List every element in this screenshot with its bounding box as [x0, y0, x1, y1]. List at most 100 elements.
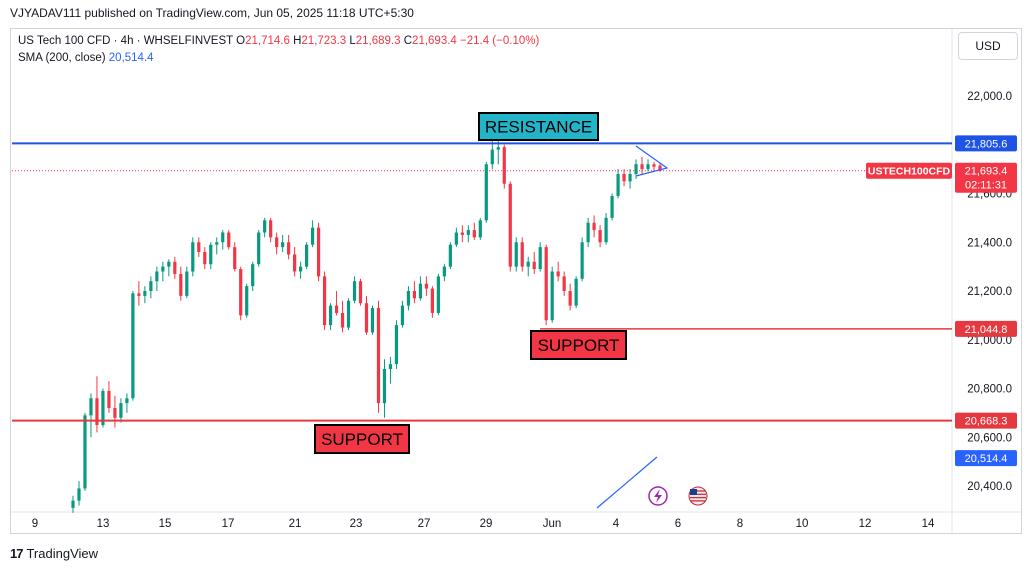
annotation-label: RESISTANCE	[485, 118, 592, 137]
sma-price-label: 20,514.4	[965, 453, 1008, 465]
candle-body	[376, 308, 381, 404]
candle-body	[119, 403, 123, 418]
level-price-tag	[955, 135, 1017, 152]
candle-body	[616, 174, 620, 196]
annotation-box	[478, 112, 599, 141]
candle-body	[496, 147, 500, 150]
candle-body	[640, 164, 644, 170]
candle-body	[628, 174, 632, 182]
candle-body	[340, 312, 345, 328]
candle-body	[83, 415, 87, 489]
candle-body	[562, 276, 566, 291]
annotation-label: SUPPORT	[538, 336, 620, 355]
candle-body	[544, 247, 548, 321]
candle-body	[185, 271, 189, 296]
candle-body	[281, 242, 285, 248]
candle-body	[424, 283, 428, 289]
candle-body	[227, 232, 231, 248]
y-tick-label: 20,800.0	[967, 384, 1012, 396]
symbol-name[interactable]: US Tech 100 CFD · 4h · WHSELFINVEST	[18, 35, 233, 47]
candle-body	[400, 305, 405, 326]
tradingview-brand: TradingView	[26, 546, 99, 561]
candle-body	[77, 488, 81, 501]
candle-body	[137, 293, 141, 296]
candle-body	[412, 291, 417, 299]
candle-body	[310, 227, 315, 245]
candle-body	[604, 217, 608, 243]
x-tick-label: 21	[289, 518, 302, 530]
level-price-label: 21,044.8	[965, 324, 1008, 336]
ohlc-open-label: O	[236, 35, 246, 47]
candle-body	[592, 222, 596, 231]
candle-body	[322, 276, 327, 326]
candle-body	[502, 147, 506, 184]
publisher-line: VJYADAV111 published on TradingView.com,…	[10, 6, 414, 20]
candle-body	[580, 242, 584, 279]
ohlc-low: 21,689.3	[355, 35, 401, 47]
ohlc-high-label: H	[293, 35, 302, 47]
candle-body	[245, 286, 249, 316]
y-tick-label: 22,000.0	[967, 91, 1012, 103]
last-price-tag	[955, 162, 1017, 193]
last-price-label: 21,693.4	[965, 166, 1008, 178]
candle-body	[538, 247, 542, 270]
candle-body	[520, 242, 524, 267]
candle-body	[478, 220, 482, 238]
candle-body	[406, 291, 411, 306]
candle-body	[358, 281, 363, 304]
candle-body	[328, 305, 333, 326]
x-tick-label: 10	[796, 518, 809, 530]
candle-body	[107, 390, 111, 408]
x-tick-label: 6	[675, 518, 681, 530]
candle-body	[484, 164, 488, 221]
sma-line	[596, 456, 658, 509]
candle-body	[95, 398, 99, 426]
candle-body	[125, 398, 129, 404]
candle-body	[490, 149, 494, 165]
currency-button[interactable]: USD	[958, 32, 1018, 60]
candle-body	[364, 303, 369, 333]
candle-body	[101, 390, 105, 426]
x-tick-label: 27	[418, 518, 431, 530]
level-price-tag	[955, 412, 1017, 429]
candle-body	[251, 264, 255, 287]
candle-body	[658, 165, 662, 171]
candle-body	[634, 164, 638, 174]
candle-body	[161, 266, 165, 272]
sma-label[interactable]: SMA (200, close)	[18, 52, 106, 64]
y-tick-label: 21,400.0	[967, 237, 1012, 249]
y-tick-label: 21,200.0	[967, 286, 1012, 298]
ohlc-open: 21,714.6	[245, 35, 290, 47]
lightning-glyph-icon	[654, 489, 662, 503]
x-tick-label: 8	[737, 518, 743, 530]
ohlc-low-label: L	[349, 35, 356, 47]
tradingview-footer[interactable]: 17 TradingView	[10, 546, 98, 561]
tradingview-logo-icon: 17	[10, 546, 24, 561]
x-tick-label: 23	[350, 518, 363, 530]
candle-body	[215, 242, 219, 245]
symbol-legend[interactable]: US Tech 100 CFD · 4h · WHSELFINVEST O21,…	[18, 35, 539, 47]
candle-body	[305, 244, 309, 267]
candle-body	[113, 408, 117, 418]
candle-body	[598, 230, 602, 243]
candle-body	[89, 398, 93, 416]
level-price-tag	[955, 320, 1017, 337]
level-price-label: 20,668.3	[965, 416, 1008, 428]
candle-body	[454, 232, 458, 245]
candle-body	[263, 220, 267, 233]
candle-body	[388, 364, 393, 369]
candle-body	[436, 276, 440, 313]
symbol-tag	[866, 162, 952, 179]
candle-body	[71, 500, 75, 508]
x-tick-label: 13	[97, 518, 110, 530]
candle-body	[370, 308, 375, 333]
candle-body	[149, 281, 153, 291]
y-tick-label: 20,400.0	[967, 481, 1012, 493]
level-price-label: 21,805.6	[965, 138, 1008, 150]
candle-body	[239, 269, 243, 316]
sma-legend[interactable]: SMA (200, close) 20,514.4	[18, 52, 154, 64]
candle-body	[460, 232, 464, 235]
annotation-label: SUPPORT	[321, 430, 403, 449]
candle-body	[346, 300, 351, 328]
